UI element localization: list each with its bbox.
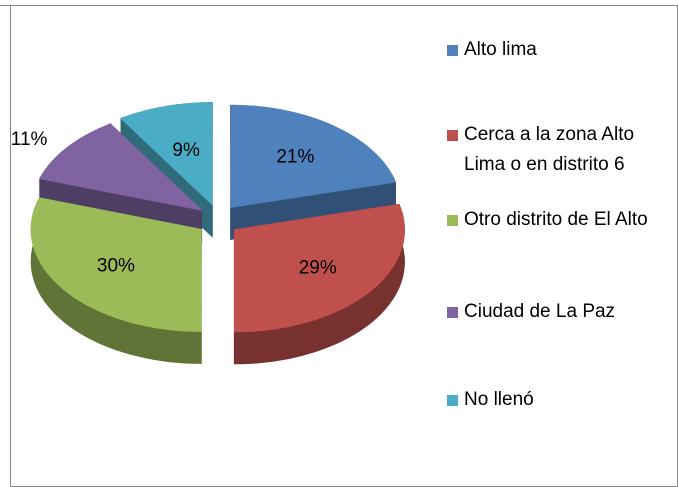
legend-swatch xyxy=(447,215,458,226)
legend-swatch xyxy=(447,45,458,56)
legend-label: Ciudad de La Paz xyxy=(464,301,616,322)
legend-label: Cerca a la zona Alto Lima o en distrito … xyxy=(464,124,635,175)
slice-top xyxy=(30,197,202,332)
legend-entry: No llenó xyxy=(447,385,672,415)
slice-top xyxy=(233,203,405,333)
data-label: 11% xyxy=(11,129,48,150)
legend-label: Otro distrito de El Alto xyxy=(464,209,648,230)
slice-top xyxy=(230,104,397,208)
data-label: 30% xyxy=(97,256,135,277)
data-label: 9% xyxy=(172,140,200,161)
legend-swatch xyxy=(447,395,458,406)
data-label: 29% xyxy=(299,258,337,279)
pie-slice xyxy=(30,197,202,364)
legend-label: No llenó xyxy=(464,389,534,410)
legend-entry: Ciudad de La Paz xyxy=(447,297,672,327)
legend-entry: Alto lima xyxy=(447,35,672,65)
legend-entry: Cerca a la zona Alto Lima o en distrito … xyxy=(447,120,672,180)
legend-swatch xyxy=(447,130,458,141)
slice-top xyxy=(120,102,213,206)
slice-top xyxy=(39,123,204,212)
pie-slice xyxy=(233,203,405,365)
legend-label: Alto lima xyxy=(464,39,537,60)
legend-entry: Otro distrito de El Alto xyxy=(447,205,672,235)
data-label: 21% xyxy=(276,146,314,167)
legend-swatch xyxy=(447,307,458,318)
